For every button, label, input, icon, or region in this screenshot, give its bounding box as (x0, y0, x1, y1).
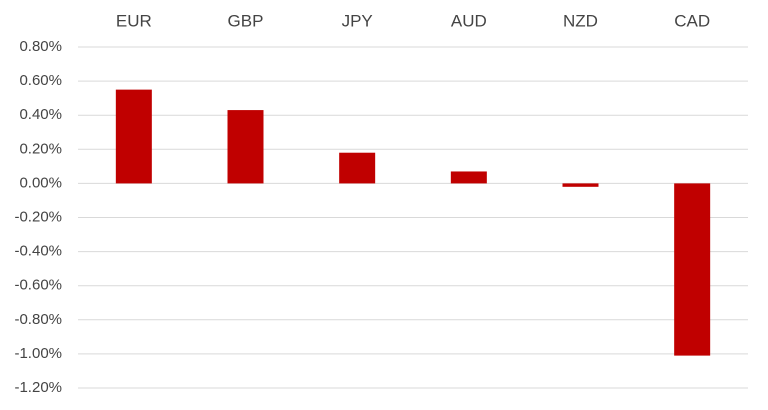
bar (674, 183, 711, 356)
y-tick-label: -1.20% (14, 379, 62, 396)
y-tick-label: -1.00% (14, 345, 62, 362)
bar (450, 171, 487, 184)
bar (562, 183, 599, 187)
y-tick-label: 0.60% (19, 72, 62, 89)
x-tick-label: EUR (116, 11, 152, 30)
y-tick-label: -0.40% (14, 243, 62, 260)
x-tick-label: JPY (342, 11, 373, 30)
x-tick-label: NZD (563, 11, 598, 30)
x-tick-label: GBP (228, 11, 264, 30)
x-tick-label: AUD (451, 11, 487, 30)
y-tick-label: 0.40% (19, 106, 62, 123)
y-tick-label: 0.80% (19, 38, 62, 55)
y-tick-label: -0.80% (14, 311, 62, 328)
bar (227, 110, 264, 184)
y-tick-label: 0.20% (19, 140, 62, 157)
y-tick-label: -0.20% (14, 208, 62, 225)
bar (339, 152, 376, 184)
x-tick-label: CAD (674, 11, 710, 30)
y-tick-label: -0.60% (14, 277, 62, 294)
y-tick-label: 0.00% (19, 174, 62, 191)
bar (115, 89, 152, 184)
